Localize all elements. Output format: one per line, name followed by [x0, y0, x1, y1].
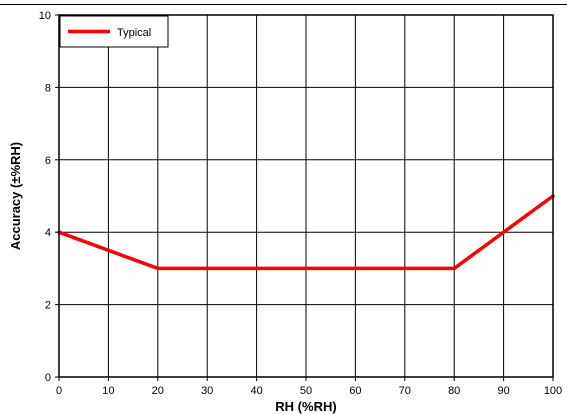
y-axis-title: Accuracy (±%RH) — [8, 142, 23, 250]
x-tick-labels: 0 10 20 30 40 50 60 70 80 90 100 — [56, 377, 562, 397]
y-tick-label: 6 — [45, 155, 51, 167]
y-tick-labels: 0 2 4 6 8 10 — [39, 10, 59, 384]
x-tick-label: 90 — [497, 385, 509, 397]
series-vertex — [156, 266, 160, 271]
x-tick-label: 50 — [300, 385, 312, 397]
y-tick-label: 4 — [45, 227, 51, 239]
x-tick-label: 100 — [544, 385, 562, 397]
x-tick-label: 40 — [250, 385, 262, 397]
series-line-0 — [58, 194, 555, 271]
x-tick-label: 60 — [349, 385, 361, 397]
x-tick-label: 80 — [448, 385, 460, 397]
y-tick-label: 0 — [45, 372, 51, 384]
x-tick-label: 30 — [201, 385, 213, 397]
series-layer — [57, 194, 555, 271]
x-tick-label: 20 — [152, 385, 164, 397]
x-tick-label: 70 — [399, 385, 411, 397]
grid — [58, 14, 554, 378]
legend-label: Typical — [117, 27, 151, 39]
y-tick-label: 2 — [45, 300, 51, 312]
x-tick-label: 10 — [102, 385, 114, 397]
legend: Typical — [59, 15, 169, 48]
series-vertex — [452, 266, 456, 271]
x-tick-label: 0 — [56, 385, 62, 397]
y-tick-label: 8 — [45, 82, 51, 94]
x-axis-title: RH (%RH) — [275, 399, 336, 414]
y-tick-label: 10 — [39, 10, 51, 22]
